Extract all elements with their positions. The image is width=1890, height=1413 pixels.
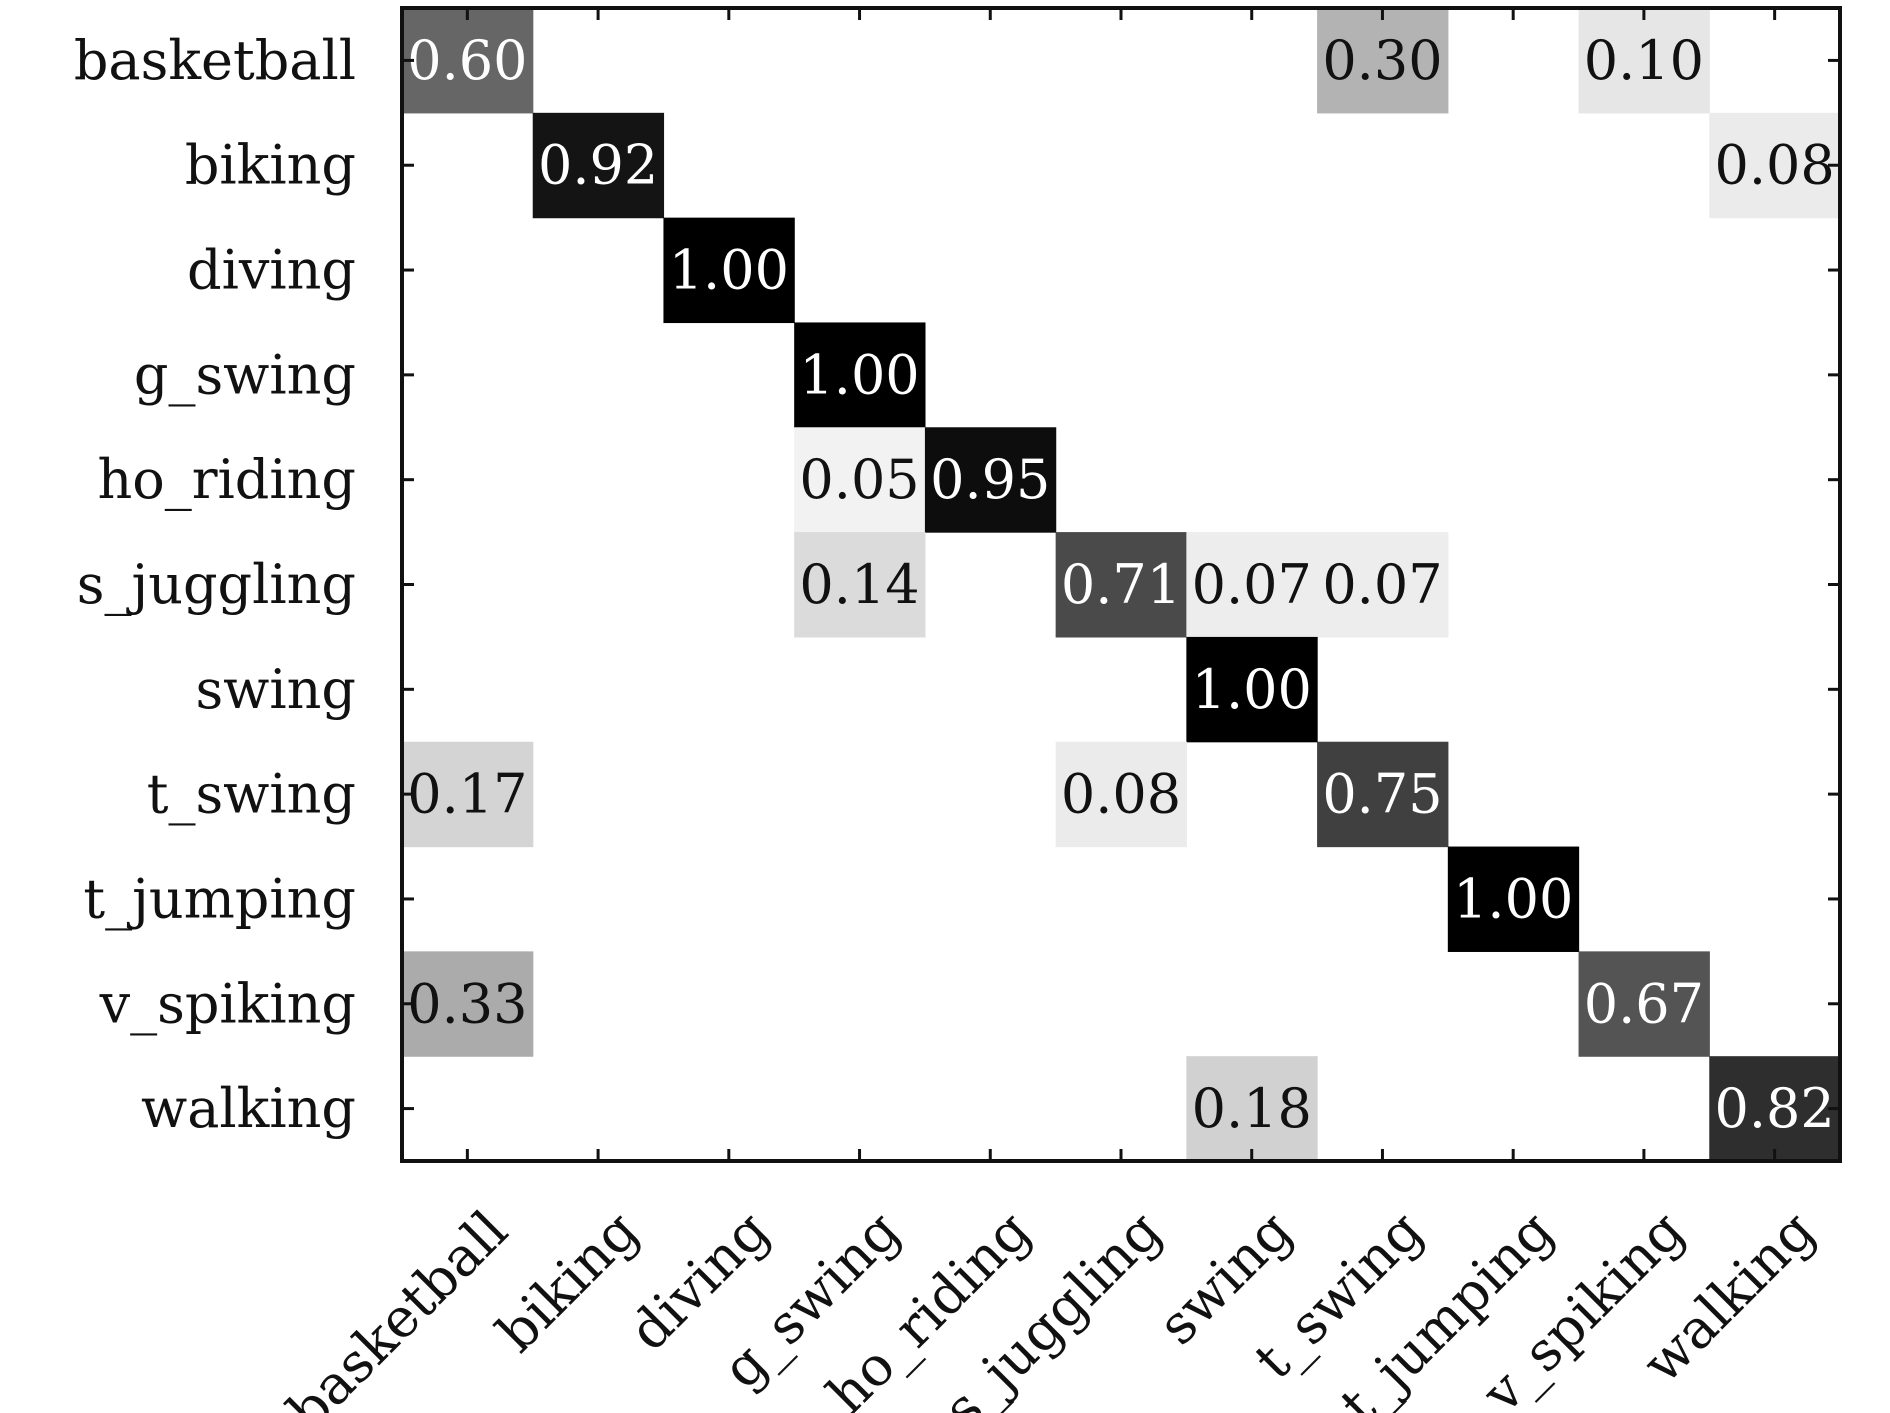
cell-value-label: 0.08 <box>1715 134 1835 197</box>
x-tick-label: biking <box>485 1199 651 1365</box>
heatmap-cell <box>402 741 534 848</box>
y-axis-tick-labels: basketball biking diving g_swing ho_riding s_… <box>74 29 356 1140</box>
cell-value-label: 0.33 <box>407 972 527 1035</box>
x-axis-tick-labels: basketballbikingdivingg_swingho_ridings_… <box>276 1199 1827 1413</box>
y-tick-label: basketball <box>74 29 356 92</box>
heatmap-cell <box>794 427 926 533</box>
cell-value-label: 0.75 <box>1322 763 1442 826</box>
y-tick-label: t_swing <box>147 763 356 826</box>
heatmap-cell <box>1186 636 1318 743</box>
cell-value-label: 1.00 <box>799 343 919 406</box>
heatmap-cell <box>532 112 665 219</box>
heatmap-cell <box>1055 532 1187 638</box>
heatmap-cell <box>1317 532 1449 638</box>
cell-value-label: 0.07 <box>1322 553 1442 616</box>
cell-value-label: 0.14 <box>799 553 919 616</box>
axis-ticks <box>402 8 1840 1161</box>
cell-value-label: 1.00 <box>1453 867 1573 930</box>
cell-value-label: 1.00 <box>669 239 789 302</box>
cell-value-label: 0.92 <box>538 134 658 197</box>
heatmap-cell <box>1186 1056 1318 1162</box>
y-tick-label: t_jumping <box>83 867 356 930</box>
cell-value-label: 0.82 <box>1715 1077 1835 1140</box>
cell-value-label: 0.95 <box>930 448 1050 511</box>
heatmap-cell <box>1055 741 1187 848</box>
cell-value-label: 0.60 <box>407 29 527 92</box>
cell-value-label: 0.05 <box>799 448 919 511</box>
heatmap-cell <box>1578 951 1710 1057</box>
cell-value-label: 0.30 <box>1322 29 1442 92</box>
y-tick-label: diving <box>187 239 356 302</box>
heatmap-cell <box>794 532 926 638</box>
y-tick-label: v_spiking <box>99 972 356 1035</box>
y-tick-label: swing <box>195 658 356 721</box>
y-tick-label: g_swing <box>134 343 356 406</box>
y-tick-label: walking <box>141 1077 356 1140</box>
heatmap-cell <box>1709 1056 1841 1162</box>
cell-value-label: 0.10 <box>1584 29 1704 92</box>
cell-value-label: 1.00 <box>1192 658 1312 721</box>
cell-value-label: 0.71 <box>1061 553 1181 616</box>
heatmap-cell <box>794 322 926 428</box>
cell-value-label: 0.08 <box>1061 763 1181 826</box>
cells-layer <box>402 8 1841 1162</box>
heatmap-cell <box>1709 112 1841 219</box>
cell-value-label: 0.18 <box>1192 1077 1312 1140</box>
heatmap-cell <box>1447 846 1580 952</box>
heatmap-cell <box>663 217 795 324</box>
heatmap-cell <box>402 951 534 1057</box>
heatmap-cell <box>1186 532 1318 638</box>
heatmap-cell <box>924 427 1057 533</box>
heatmap-cell <box>402 8 534 114</box>
y-tick-label: ho_riding <box>97 448 356 511</box>
y-tick-label: biking <box>185 134 356 197</box>
x-tick-label: basketball <box>276 1199 520 1413</box>
cell-value-labels: 0.60 0.30 0.100.92 0.081.001.000.05 0.950.14… <box>407 29 1835 1140</box>
heatmap-cell <box>1317 8 1449 114</box>
y-tick-label: s_juggling <box>77 553 356 616</box>
heatmap-cell <box>1317 741 1449 848</box>
heatmap-cell <box>1578 8 1710 114</box>
cell-value-label: 0.17 <box>407 763 527 826</box>
cell-value-label: 0.07 <box>1192 553 1312 616</box>
cell-value-label: 0.67 <box>1584 972 1704 1035</box>
